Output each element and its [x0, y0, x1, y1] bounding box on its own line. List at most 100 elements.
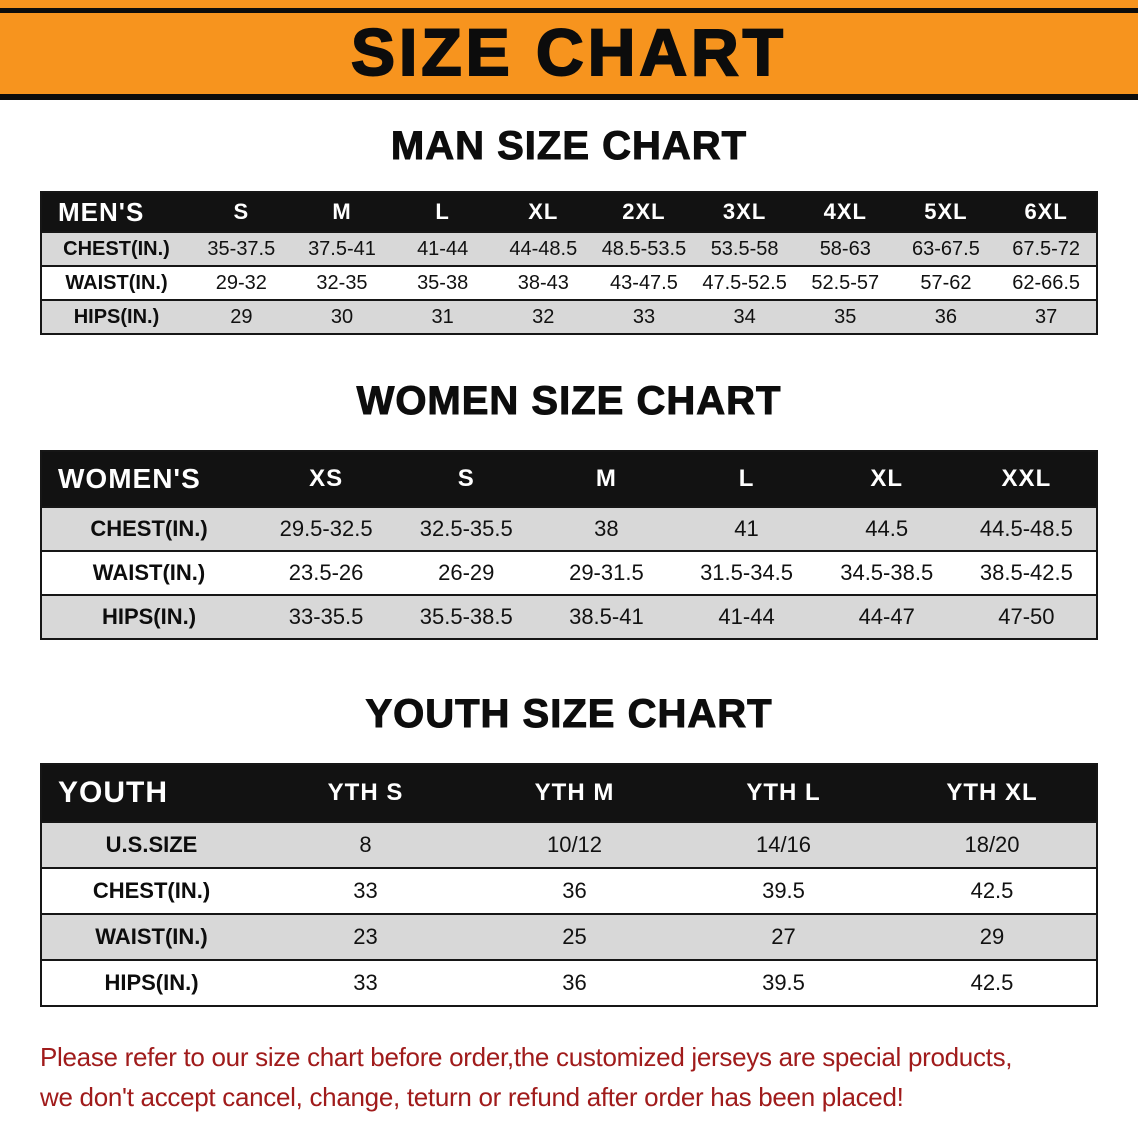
size-value-cell: 47.5-52.5: [702, 271, 787, 294]
size-value-cell: 44.5: [865, 516, 909, 541]
size-value-cell: 52.5-57: [811, 271, 880, 294]
table-corner-label: YOUTH: [41, 764, 261, 822]
size-value-cell: 41-44: [718, 604, 775, 629]
youth-size-section: YOUTH SIZE CHART YOUTH YTH S YTH M YTH L YTH…: [0, 692, 1138, 1007]
size-value-cell: 36: [934, 305, 958, 328]
size-column-header: YTH XL: [888, 764, 1097, 822]
size-value-cell: 29: [979, 924, 1005, 949]
row-label: CHEST(IN.): [90, 516, 208, 541]
size-column-header: S: [396, 451, 537, 507]
size-value-cell: 34.5-38.5: [840, 560, 934, 585]
size-value-cell: 41: [734, 516, 759, 541]
size-value-cell: 41-44: [417, 237, 469, 260]
size-value-cell: 63-67.5: [912, 237, 980, 260]
size-value-cell: 25: [562, 924, 587, 949]
size-column-header: L: [392, 192, 493, 232]
table-row: WAIST(IN.) 23 25 27 29: [41, 914, 1097, 960]
size-value-cell: 35: [834, 305, 857, 328]
size-value-cell: 29: [230, 305, 253, 328]
size-column-header: S: [191, 192, 292, 232]
notice-line-2: we don't accept cancel, change, teturn o…: [40, 1082, 904, 1113]
size-column-header: M: [536, 451, 677, 507]
row-label: HIPS(IN.): [73, 305, 160, 328]
size-column-header: YTH M: [470, 764, 679, 822]
size-value-cell: 26-29: [438, 560, 495, 585]
size-column-header: 6XL: [996, 192, 1097, 232]
size-value-cell: 35-37.5: [207, 237, 276, 260]
size-value-cell: 33: [632, 305, 656, 328]
size-value-cell: 42.5: [970, 970, 1014, 995]
table-row: CHEST(IN.) 29.5-32.5 32.5-35.5 38 41 44.5 44.5…: [41, 507, 1097, 551]
row-label: CHEST(IN.): [63, 237, 170, 260]
table-header-row: WOMEN'S XS S M L XL XXL: [41, 451, 1097, 507]
size-value-cell: 38: [594, 516, 619, 541]
size-value-cell: 42.5: [970, 878, 1014, 903]
row-label: WAIST(IN.): [95, 924, 208, 949]
size-value-cell: 32-35: [316, 271, 368, 294]
size-column-header: XS: [256, 451, 397, 507]
size-value-cell: 44.5-48.5: [979, 516, 1073, 541]
size-value-cell: 58-63: [819, 237, 871, 260]
size-value-cell: 38.5-42.5: [979, 560, 1073, 585]
size-column-header: 4XL: [794, 192, 896, 232]
size-value-cell: 36: [562, 878, 587, 903]
banner: SIZE CHART: [0, 0, 1138, 100]
table-row: WAIST(IN.) 29-32 32-35 35-38 38-43 43-47.5 47.…: [41, 266, 1097, 300]
table-row: U.S.SIZE 8 10/12 14/16 18/20: [41, 822, 1097, 868]
banner-title: SIZE CHART: [350, 14, 787, 90]
size-value-cell: 29.5-32.5: [279, 516, 373, 541]
size-column-header: XL: [816, 451, 957, 507]
size-value-cell: 38-43: [517, 271, 569, 294]
row-label: CHEST(IN.): [92, 878, 211, 903]
size-value-cell: 18/20: [964, 832, 1020, 857]
size-value-cell: 23: [353, 924, 378, 949]
row-label: WAIST(IN.): [65, 271, 168, 294]
size-value-cell: 47-50: [998, 604, 1055, 629]
youth-section-heading: YOUTH SIZE CHART: [365, 692, 773, 737]
table-header-row: YOUTH YTH S YTH M YTH L YTH XL: [41, 764, 1097, 822]
table-row: CHEST(IN.) 35-37.5 37.5-41 41-44 44-48.5 48.5…: [41, 232, 1097, 266]
youth-size-table: YOUTH YTH S YTH M YTH L YTH XL U.S.SIZE 8 10/12…: [40, 763, 1098, 1007]
row-label: HIPS(IN.): [104, 970, 199, 995]
size-value-cell: 34: [733, 305, 756, 328]
table-header-row: MEN'S S M L XL 2XL 3XL 4XL 5XL 6XL: [41, 192, 1097, 232]
banner-top-line: [0, 8, 1138, 13]
table-corner-label: MEN'S: [41, 192, 191, 232]
notice-line-1: Please refer to our size chart before or…: [40, 1042, 1013, 1072]
size-value-cell: 33-35.5: [288, 604, 364, 629]
women-size-section: WOMEN SIZE CHART WOMEN'S XS S M L XL XXL CHEST(…: [0, 379, 1138, 640]
size-value-cell: 37.5-41: [308, 237, 376, 260]
size-value-cell: 53.5-58: [710, 237, 779, 260]
size-value-cell: 39.5: [762, 878, 805, 903]
size-column-header: YTH S: [261, 764, 470, 822]
table-corner-label: WOMEN'S: [41, 451, 256, 507]
women-size-table: WOMEN'S XS S M L XL XXL CHEST(IN.) 29.5-32.5 32.5…: [40, 450, 1098, 640]
size-column-header: L: [676, 451, 817, 507]
size-value-cell: 33: [353, 970, 378, 995]
table-row: CHEST(IN.) 33 36 39.5 42.5: [41, 868, 1097, 914]
table-row: HIPS(IN.) 29 30 31 32 33 34 35 36 37: [41, 300, 1097, 334]
size-value-cell: 10/12: [546, 832, 603, 857]
size-value-cell: 43-47.5: [610, 271, 678, 294]
size-value-cell: 57-62: [920, 271, 972, 294]
size-value-cell: 30: [330, 305, 354, 328]
table-row: HIPS(IN.) 33-35.5 35.5-38.5 38.5-41 41-44 44-…: [41, 595, 1097, 639]
row-label: U.S.SIZE: [105, 832, 198, 857]
women-section-heading: WOMEN SIZE CHART: [356, 379, 782, 424]
size-value-cell: 44-47: [858, 604, 915, 629]
size-value-cell: 27: [771, 924, 796, 949]
size-value-cell: 35.5-38.5: [419, 604, 513, 629]
row-label: HIPS(IN.): [101, 604, 197, 629]
size-value-cell: 35-38: [417, 271, 469, 294]
size-column-header: XXL: [956, 451, 1097, 507]
size-value-cell: 32: [532, 305, 555, 328]
size-value-cell: 37: [1035, 305, 1058, 328]
size-column-header: 2XL: [593, 192, 695, 232]
size-value-cell: 29-32: [215, 271, 267, 294]
size-column-header: XL: [492, 192, 594, 232]
size-value-cell: 31.5-34.5: [700, 560, 794, 585]
size-value-cell: 36: [562, 970, 587, 995]
size-value-cell: 44-48.5: [509, 237, 578, 260]
size-value-cell: 29-31.5: [569, 560, 644, 585]
